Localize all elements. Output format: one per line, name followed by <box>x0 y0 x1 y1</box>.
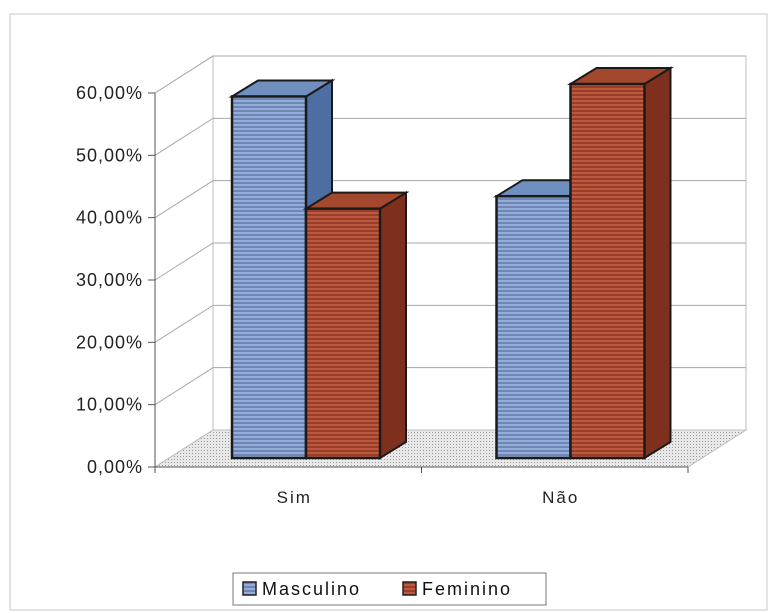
gridline <box>154 55 746 94</box>
legend-box <box>232 572 547 606</box>
bar-side <box>643 66 672 460</box>
bar-front <box>304 207 382 460</box>
bars <box>228 66 675 460</box>
y-tick-label: 40,00% <box>76 208 143 228</box>
y-tick-label: 30,00% <box>76 270 143 290</box>
gridline <box>154 117 746 156</box>
x-axis: Sim Não <box>154 466 689 507</box>
bar-feminino-sim <box>302 190 410 460</box>
x-tick-label: Sim <box>277 488 312 507</box>
y-axis: 0,00% 10,00% 20,00% 30,00% 40,00% 50,00% 60,00… <box>76 83 156 477</box>
legend-item-masculino: Masculino <box>242 579 361 599</box>
legend-swatch-feminino <box>402 581 417 596</box>
legend-label-masculino: Masculino <box>262 579 361 599</box>
legend-item-feminino: Feminino <box>402 579 512 599</box>
y-tick-label: 20,00% <box>76 332 143 352</box>
y-tick-label: 0,00% <box>87 457 143 477</box>
bar-front <box>230 95 308 460</box>
y-tick-label: 60,00% <box>76 83 143 103</box>
legend: Masculino Feminino <box>232 572 547 606</box>
bar-side <box>379 190 407 460</box>
bar-front <box>569 82 646 460</box>
legend-swatch-masculino <box>242 581 257 596</box>
y-tick-label: 10,00% <box>76 395 143 415</box>
y-tick-label: 50,00% <box>76 145 143 165</box>
x-tick-label: Não <box>542 488 579 507</box>
bar-front <box>495 194 572 460</box>
legend-label-feminino: Feminino <box>422 579 512 599</box>
bar-feminino-nao <box>566 66 675 460</box>
